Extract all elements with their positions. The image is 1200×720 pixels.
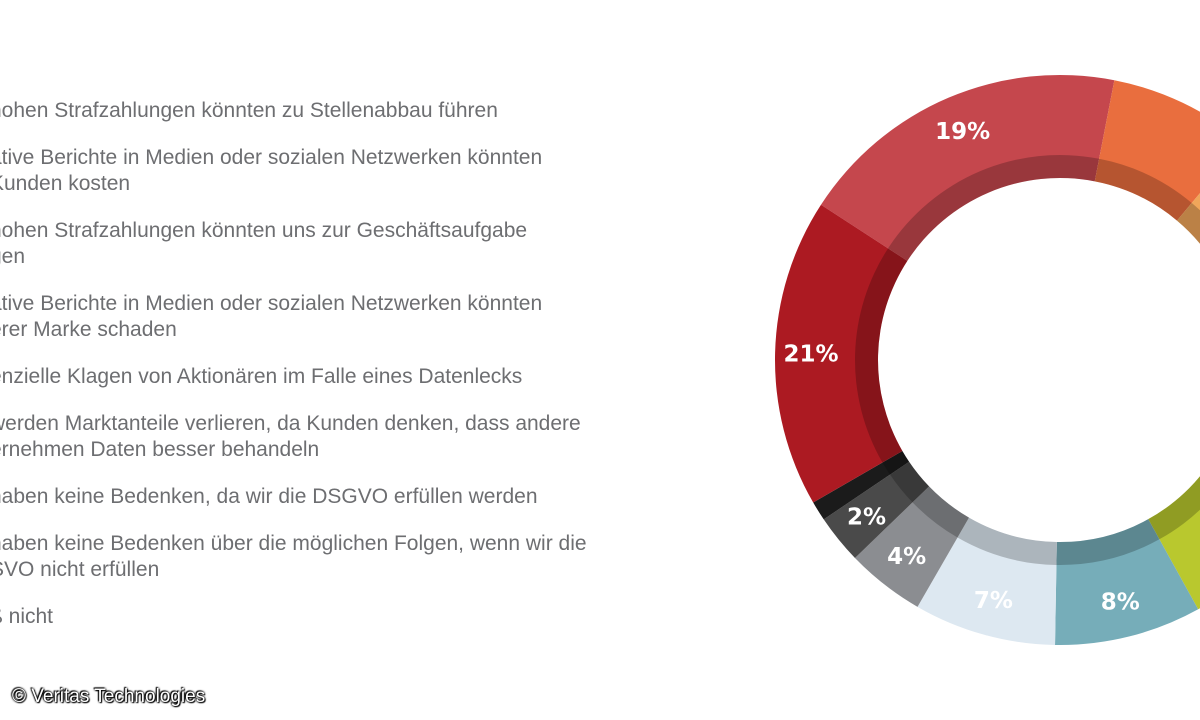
donut-slice-inner-shade xyxy=(855,248,908,463)
slice-label: 7% xyxy=(974,588,1013,614)
donut-slice xyxy=(1094,80,1200,221)
donut-slice xyxy=(854,486,969,607)
donut-chart-svg: 19%88%7%4%2%21% xyxy=(775,75,1200,645)
slice-label: 19% xyxy=(935,119,990,145)
legend-item: hohen Strafzahlungen könnten uns zur Ges… xyxy=(0,219,528,268)
donut-slice xyxy=(1055,519,1199,645)
slice-label: 21% xyxy=(784,341,839,367)
donut-slice xyxy=(813,451,910,520)
slice-label: 4% xyxy=(887,544,926,570)
donut-slice xyxy=(823,461,930,558)
legend-item: hohen Strafzahlungen könnten zu Stellena… xyxy=(0,99,498,122)
donut-slice-inner-shade xyxy=(912,486,969,538)
donut-slice-inner-shade xyxy=(1094,158,1192,221)
legend-item: haben keine Bedenken, da wir die DSGVO e… xyxy=(0,485,538,508)
donut-slice-inner-shade xyxy=(1176,202,1200,244)
donut-slice xyxy=(1176,193,1200,244)
donut-chart: 19%88%7%4%2%21% xyxy=(760,70,1200,660)
legend-item: ative Berichte in Medien oder sozialen N… xyxy=(0,146,543,195)
image-credit: © Veritas Technologies xyxy=(12,686,206,707)
legend-item: ative Berichte in Medien oder sozialen N… xyxy=(0,292,543,341)
legend-item: haben keine Bedenken über die möglichen … xyxy=(0,532,587,581)
legend-item: werden Marktanteile verlieren, da Kunden… xyxy=(0,412,581,461)
donut-slice-inner-shade xyxy=(1056,519,1160,565)
donut-slice xyxy=(917,517,1057,645)
donut-slice xyxy=(1148,476,1200,610)
legend-item: enzielle Klagen von Aktionären im Falle … xyxy=(0,365,523,388)
chart-legend: hohen Strafzahlungen könnten zu Stellena… xyxy=(0,98,710,651)
donut-slice-inner-shade xyxy=(957,517,1057,565)
donut-slice-inner-shade xyxy=(1148,476,1200,540)
donut-slice-inner-shade xyxy=(890,461,930,503)
donut-slice xyxy=(820,75,1115,261)
slice-label: 8% xyxy=(1101,590,1140,616)
legend-item: ß nicht xyxy=(0,605,54,628)
donut-slice-inner-shade xyxy=(882,451,910,475)
donut-slice-inner-shade xyxy=(888,155,1100,261)
slice-label: 2% xyxy=(847,505,886,531)
donut-slice xyxy=(775,204,908,503)
